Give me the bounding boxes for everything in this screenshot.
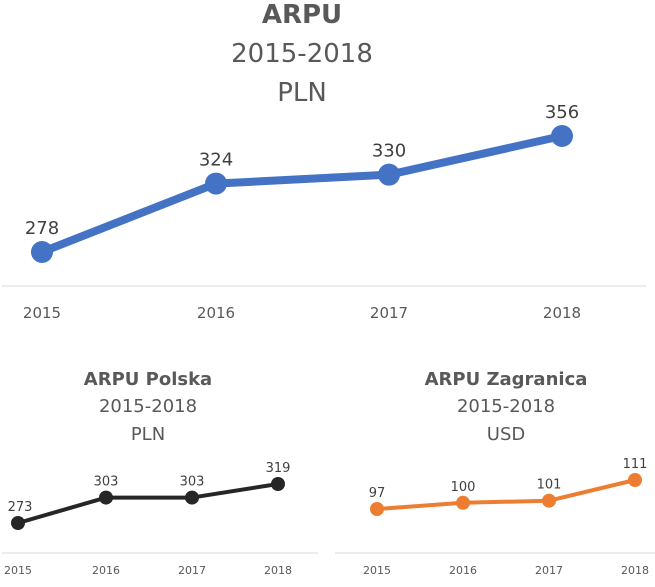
polska-tick-label-2017: 2017 (178, 564, 206, 577)
polska-data-label-2015: 273 (8, 500, 33, 515)
main-tick-label-2017: 2017 (370, 304, 408, 322)
main-chart-subtitle-years: 2015-2018 (231, 39, 373, 69)
main-data-label-2018: 356 (545, 102, 579, 123)
main-point-2015 (31, 241, 53, 263)
zagranica-point-2016 (456, 495, 470, 510)
main-point-2016 (205, 172, 227, 195)
zagranica-chart-title: ARPU Zagranica (425, 369, 588, 390)
zagranica-data-label-2017: 101 (537, 478, 562, 493)
main-chart-series: 278 2015 324 2016 330 2017 356 2018 (23, 102, 581, 322)
main-point-2017 (378, 163, 400, 186)
polska-chart-series: 273 2015 303 2016 303 2017 319 2018 (4, 461, 292, 577)
main-tick-label-2018: 2018 (543, 304, 581, 322)
main-data-label-2016: 324 (199, 150, 233, 171)
zagranica-point-2018 (628, 473, 642, 487)
zagranica-tick-label-2015: 2015 (363, 564, 391, 577)
polska-chart-title: ARPU Polska (84, 369, 212, 390)
polska-tick-label-2018: 2018 (264, 564, 292, 577)
main-chart-title: ARPU (262, 0, 342, 30)
main-tick-label-2016: 2016 (197, 304, 235, 322)
polska-chart: ARPU Polska 2015-2018 PLN 273 2015 303 2016… (2, 369, 318, 577)
zagranica-series-line (375, 478, 637, 511)
zagranica-chart-subtitle-years: 2015-2018 (457, 396, 555, 417)
main-data-label-2017: 330 (372, 141, 406, 162)
main-chart-subtitle-unit: PLN (277, 78, 327, 108)
polska-point-2017 (185, 490, 199, 505)
polska-chart-subtitle-years: 2015-2018 (99, 396, 197, 417)
zagranica-chart-series: 97 2015 100 2016 101 2017 111 2018 (363, 457, 649, 577)
main-point-2018 (551, 125, 573, 147)
polska-point-2018 (271, 477, 285, 491)
zagranica-point-2015 (370, 502, 384, 516)
main-tick-label-2015: 2015 (23, 304, 61, 322)
zagranica-tick-label-2016: 2016 (449, 564, 477, 577)
polska-data-label-2016: 303 (94, 475, 119, 490)
polska-data-label-2017: 303 (180, 475, 205, 490)
zagranica-data-label-2018: 111 (623, 457, 648, 472)
polska-tick-label-2016: 2016 (92, 564, 120, 577)
main-chart: ARPU 2015-2018 PLN 278 2015 324 2016 330 2017… (2, 0, 646, 322)
zagranica-chart-subtitle-unit: USD (487, 424, 525, 445)
zagranica-data-label-2015: 97 (369, 486, 386, 501)
zagranica-data-label-2016: 100 (451, 480, 476, 495)
polska-point-2015 (11, 516, 25, 530)
polska-chart-subtitle-unit: PLN (131, 424, 165, 445)
polska-series-line (16, 482, 280, 525)
main-data-label-2015: 278 (25, 218, 59, 239)
polska-point-2016 (99, 490, 113, 505)
polska-tick-label-2015: 2015 (4, 564, 32, 577)
polska-data-label-2018: 319 (266, 461, 291, 476)
zagranica-chart: ARPU Zagranica 2015-2018 USD 97 2015 100 20… (335, 369, 655, 577)
zagranica-tick-label-2017: 2017 (535, 564, 563, 577)
zagranica-tick-label-2018: 2018 (621, 564, 649, 577)
main-series-line (38, 132, 566, 256)
zagranica-point-2017 (542, 493, 556, 508)
